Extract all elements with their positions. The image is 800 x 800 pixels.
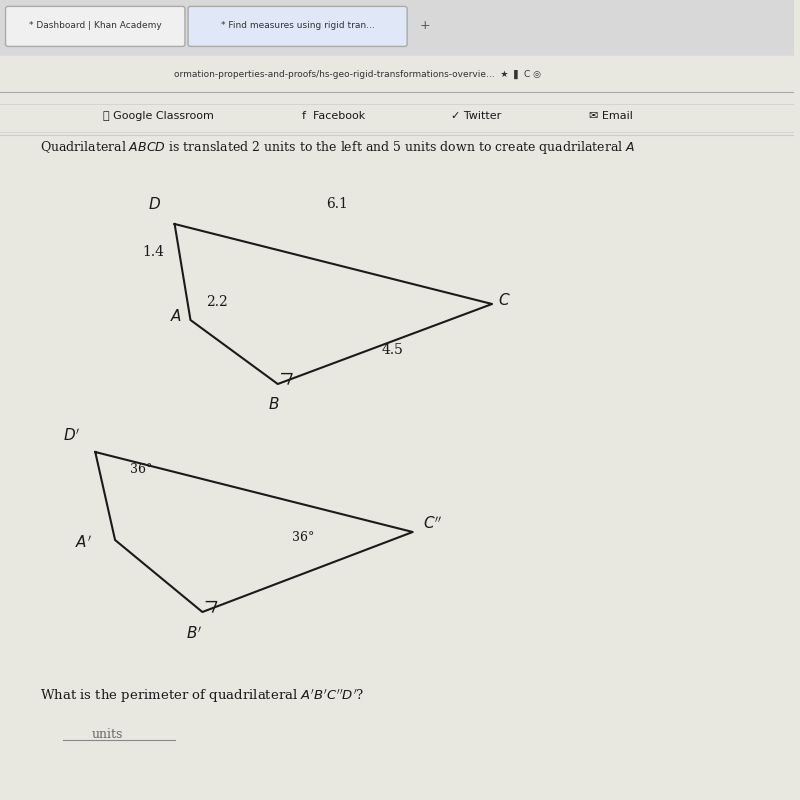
Text: 2.2: 2.2 <box>206 294 227 309</box>
Text: ✓ Twitter: ✓ Twitter <box>451 111 502 121</box>
Text: 6.1: 6.1 <box>326 197 348 211</box>
Text: 36°: 36° <box>130 463 153 476</box>
Text: 1.4: 1.4 <box>142 245 164 259</box>
Text: Quadrilateral $ABCD$ is translated 2 units to the left and 5 units down to creat: Quadrilateral $ABCD$ is translated 2 uni… <box>40 139 635 157</box>
Text: ormation-properties-and-proofs/hs-geo-rigid-transformations-overvie...  ★  ▌ C ◎: ormation-properties-and-proofs/hs-geo-ri… <box>174 70 541 79</box>
Text: $B$: $B$ <box>268 396 279 412</box>
Text: * Dashboard | Khan Academy: * Dashboard | Khan Academy <box>29 21 162 30</box>
Text: 4.5: 4.5 <box>382 343 404 358</box>
Bar <box>0 0 794 56</box>
Text: 36°: 36° <box>292 531 314 544</box>
FancyBboxPatch shape <box>188 6 407 46</box>
Text: units: units <box>91 728 122 741</box>
Bar <box>0 56 794 92</box>
Text: $B'$: $B'$ <box>186 626 202 642</box>
Text: What is the perimeter of quadrilateral $A'B'C''D'$?: What is the perimeter of quadrilateral $… <box>40 687 364 705</box>
Text: ✉ Email: ✉ Email <box>589 111 633 121</box>
Text: $C''$: $C''$ <box>422 516 442 532</box>
Text: $C$: $C$ <box>498 292 510 308</box>
Text: ⬞ Google Classroom: ⬞ Google Classroom <box>103 111 214 121</box>
Text: $D'$: $D'$ <box>62 428 80 444</box>
Text: * Find measures using rigid tran...: * Find measures using rigid tran... <box>221 21 374 30</box>
Text: $A'$: $A'$ <box>74 534 92 550</box>
Text: +: + <box>419 19 430 32</box>
Text: $A$: $A$ <box>170 308 182 324</box>
Text: f  Facebook: f Facebook <box>302 111 365 121</box>
FancyBboxPatch shape <box>6 6 185 46</box>
Text: $D$: $D$ <box>148 196 162 212</box>
